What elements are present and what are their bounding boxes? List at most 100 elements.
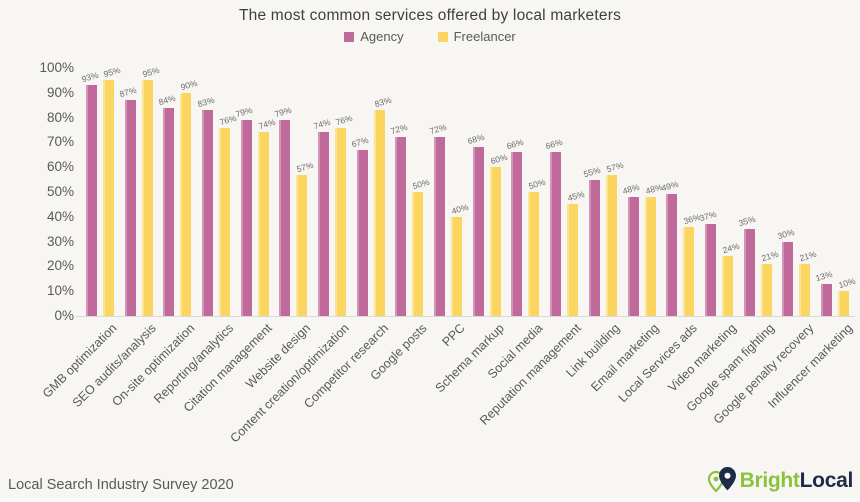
data-label: 57%: [605, 159, 625, 174]
data-label: 37%: [698, 209, 718, 224]
bar-freelancer: [219, 127, 231, 316]
data-label: 76%: [334, 112, 354, 127]
bar-freelancer: [335, 127, 347, 316]
data-label: 60%: [489, 152, 509, 167]
bar-agency: [395, 137, 407, 316]
data-label: 24%: [721, 241, 741, 256]
bar-freelancer: [799, 263, 811, 316]
bar-freelancer: [180, 92, 192, 316]
data-label: 49%: [660, 179, 680, 194]
data-label: 21%: [759, 248, 780, 264]
data-label: 95%: [141, 65, 161, 80]
bar-agency: [627, 196, 639, 316]
data-label: 79%: [234, 104, 254, 120]
y-axis-label: 10%: [46, 283, 74, 299]
bar-agency: [240, 120, 252, 316]
data-label: 35%: [737, 214, 757, 229]
bar-agency: [279, 120, 291, 316]
bar-agency: [666, 194, 678, 316]
bar-freelancer: [296, 174, 308, 316]
bar-agency: [318, 132, 330, 316]
bar-freelancer: [103, 80, 114, 316]
data-label: 72%: [389, 122, 409, 137]
bar-freelancer: [141, 80, 153, 316]
freelancer-swatch-icon: [437, 31, 448, 42]
bar-agency: [820, 283, 832, 316]
chart-title: The most common services offered by loca…: [238, 7, 622, 24]
y-axis-label: 20%: [46, 258, 74, 274]
bar-agency: [202, 110, 214, 316]
brand-text-bright: Bright: [739, 469, 800, 492]
bar-agency: [163, 107, 175, 316]
legend-item-agency: Agency: [344, 29, 404, 44]
bar-freelancer: [644, 196, 656, 316]
bar-agency: [511, 152, 523, 316]
bar-agency: [782, 241, 794, 316]
x-axis-line: [76, 316, 855, 317]
data-label: 84%: [157, 92, 177, 107]
x-axis-label: Email marketing: [588, 321, 662, 395]
brightlocal-logo: Bright Local: [706, 464, 853, 498]
y-axis-label: 40%: [46, 208, 74, 224]
data-label: 66%: [505, 137, 525, 152]
bar-freelancer: [683, 226, 695, 316]
data-label: 83%: [195, 95, 216, 110]
bar-freelancer: [605, 174, 617, 316]
y-axis-label: 90%: [46, 84, 74, 100]
data-label: 21%: [798, 248, 818, 264]
y-axis-label: 50%: [46, 184, 74, 199]
bar-agency: [588, 179, 600, 316]
legend-label-freelancer: Freelancer: [453, 29, 516, 44]
bar-agency: [472, 147, 484, 316]
bar-agency: [124, 100, 136, 316]
legend-label-agency: Agency: [360, 29, 404, 44]
y-axis-label: 70%: [46, 134, 74, 150]
bar-freelancer: [721, 256, 733, 316]
legend-item-freelancer: Freelancer: [437, 29, 516, 44]
y-axis-label: 30%: [46, 233, 74, 249]
data-label: 90%: [179, 77, 199, 92]
bar-agency: [743, 229, 755, 316]
bar-agency: [704, 224, 716, 316]
data-label: 72%: [428, 122, 448, 137]
bar-freelancer: [837, 291, 849, 316]
data-label: 66%: [544, 137, 564, 152]
data-label: 40%: [450, 201, 470, 216]
bar-freelancer: [451, 216, 463, 316]
data-label: 79%: [273, 104, 293, 120]
data-label: 95%: [102, 65, 122, 80]
source-caption: Local Search Industry Survey 2020: [8, 477, 234, 493]
y-axis-label: 80%: [46, 109, 74, 125]
x-axis-label: Schema markup: [432, 321, 507, 396]
agency-swatch-icon: [344, 31, 355, 42]
bar-freelancer: [373, 110, 385, 316]
data-label: 68%: [466, 132, 486, 147]
data-label: 50%: [527, 176, 548, 192]
x-axis-label: Video marketing: [665, 321, 739, 395]
data-label: 67%: [350, 134, 370, 149]
bar-freelancer: [489, 167, 501, 316]
bottom-strip: [0, 498, 860, 502]
y-axis-label: 60%: [46, 159, 74, 175]
bar-agency: [86, 85, 97, 316]
bar-agency: [356, 149, 368, 316]
brand-text-local: Local: [799, 469, 854, 492]
bar-agency: [434, 137, 446, 316]
brightlocal-pin-icon: [707, 467, 736, 493]
chart-legend: Agency Freelancer: [0, 29, 860, 44]
data-label: 57%: [295, 159, 315, 174]
data-label: 50%: [411, 176, 431, 192]
bar-freelancer: [257, 132, 269, 316]
y-axis-label: 100%: [39, 60, 74, 75]
bar-freelancer: [528, 192, 540, 316]
data-label: 87%: [118, 85, 138, 100]
bar-agency: [550, 152, 562, 316]
bar-freelancer: [567, 204, 579, 316]
data-label: 30%: [776, 226, 796, 241]
x-axis-label: PPC: [439, 321, 469, 350]
bar-freelancer: [760, 263, 772, 316]
y-axis-label: 0%: [54, 308, 74, 323]
bar-freelancer: [412, 192, 424, 316]
data-label: 83%: [373, 95, 393, 110]
